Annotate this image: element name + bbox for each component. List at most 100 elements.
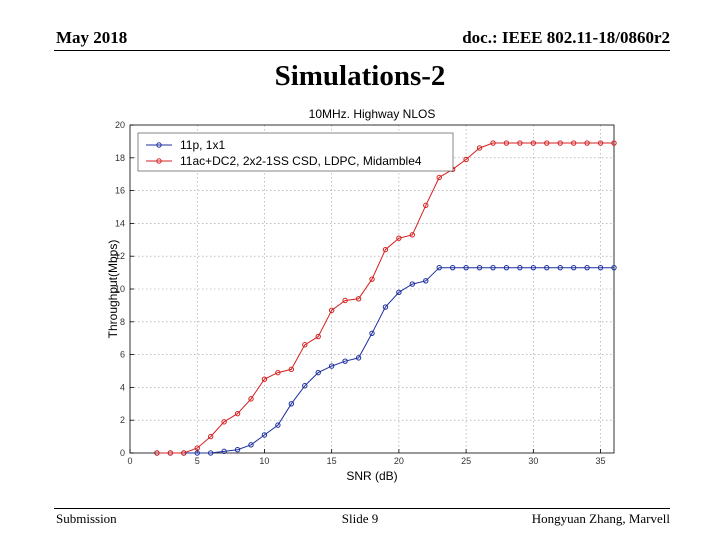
series-1-point xyxy=(275,422,281,428)
header-doc-id: doc.: IEEE 802.11-18/0860r2 xyxy=(462,28,670,47)
y-tick-label: 12 xyxy=(115,251,125,261)
series-1-point xyxy=(584,264,590,271)
series-1-point xyxy=(207,450,214,456)
series-1-point xyxy=(302,383,308,389)
series-2-point xyxy=(463,156,469,163)
series-2-point xyxy=(207,433,214,440)
legend: 11p, 1x1 11ac+DC2, 2x2-1SS CSD, LDPC, Mi… xyxy=(137,132,454,172)
series-2-point xyxy=(570,140,577,146)
x-axis-label: SNR (dB) xyxy=(346,469,397,483)
series-2-point xyxy=(261,376,268,382)
series-1-point xyxy=(436,264,442,271)
series-1-point xyxy=(248,442,254,448)
series-1-point xyxy=(503,264,510,271)
chart-title: 10MHz. Highway NLOS xyxy=(309,107,436,121)
series-2-point xyxy=(369,276,375,282)
series-1-point xyxy=(221,448,227,455)
series-1-point xyxy=(544,264,550,271)
header-date: May 2018 xyxy=(56,28,128,47)
series-2-point xyxy=(302,342,308,348)
series-2-point xyxy=(342,297,348,304)
series-1-point xyxy=(449,264,456,271)
legend-label-series-2: 11ac+DC2, 2x2-1SS CSD, LDPC, Midamble4 xyxy=(180,154,422,168)
series-1-point xyxy=(369,330,375,336)
y-tick-label: 10 xyxy=(115,284,125,294)
series-2-point xyxy=(234,410,241,417)
series-2-point xyxy=(490,140,496,146)
footer-submission: Submission xyxy=(56,511,117,526)
y-tick-label: 16 xyxy=(115,186,125,196)
y-tick-label: 4 xyxy=(120,382,125,392)
series-2-point xyxy=(154,450,160,456)
series-2-point xyxy=(584,140,590,146)
series-1-point xyxy=(490,264,496,271)
y-axis-label: Throughput(Mbps) xyxy=(106,240,120,339)
legend-label-series-1: 11p, 1x1 xyxy=(180,138,225,152)
series-2-point xyxy=(409,232,416,238)
series-1-point xyxy=(328,363,335,369)
series-1-point xyxy=(261,432,268,438)
series-1-point xyxy=(382,304,389,310)
legend-marker-series-1 xyxy=(156,142,162,148)
series-2-point xyxy=(517,140,523,146)
series-2-point xyxy=(167,450,174,456)
series-2-point xyxy=(476,145,483,151)
series-2-point xyxy=(315,333,321,340)
series-2-point xyxy=(423,202,429,209)
series-1-point xyxy=(288,401,295,407)
series-1-point xyxy=(423,278,429,284)
series-1-point xyxy=(530,264,537,271)
series-2-point xyxy=(557,140,563,146)
series-2-point xyxy=(248,396,254,402)
series-2-point xyxy=(611,140,617,146)
header-rule xyxy=(54,50,670,51)
y-tick-label: 6 xyxy=(120,350,125,360)
y-tick-label: 8 xyxy=(120,317,125,327)
x-tick-label: 10 xyxy=(259,456,269,466)
series-1-point xyxy=(234,447,241,453)
series-2-point xyxy=(275,369,281,376)
series-2-point xyxy=(544,140,550,146)
series-2-point xyxy=(181,450,187,456)
y-tick-label: 18 xyxy=(115,153,125,163)
x-tick-label: 0 xyxy=(127,456,132,466)
series-2-point xyxy=(436,174,442,181)
y-tick-label: 0 xyxy=(120,448,125,458)
y-tick-label: 20 xyxy=(115,120,125,130)
series-1-point xyxy=(597,264,604,271)
series-1-point xyxy=(315,369,321,376)
series-1-point xyxy=(517,264,523,271)
legend-box xyxy=(137,132,454,172)
series-1-point xyxy=(463,264,469,271)
slide-title: Simulations-2 xyxy=(274,60,446,92)
series-2-point xyxy=(597,140,604,146)
series-2-point xyxy=(503,140,510,146)
series-1-point xyxy=(570,264,577,271)
series-1-point xyxy=(557,264,563,271)
series-2-point xyxy=(355,296,362,302)
footer-rule xyxy=(54,508,670,509)
series-1-point xyxy=(194,450,200,456)
grid xyxy=(130,125,614,453)
series-1-point xyxy=(476,264,483,271)
y-tick-label: 14 xyxy=(115,218,125,228)
series-1-point xyxy=(342,358,348,364)
series-1-point xyxy=(355,355,362,361)
x-tick-label: 20 xyxy=(394,456,404,466)
x-tick-label: 15 xyxy=(327,456,337,466)
x-tick-label: 30 xyxy=(528,456,538,466)
x-tick-label: 35 xyxy=(596,456,606,466)
series-2-point xyxy=(288,366,295,373)
series-2-point xyxy=(530,140,537,146)
series-1-point xyxy=(396,289,402,295)
series-1-point xyxy=(409,281,416,287)
series-1-point xyxy=(611,264,617,271)
footer-slide-number: Slide 9 xyxy=(341,511,379,526)
x-tick-label: 5 xyxy=(195,456,200,466)
series-2-point xyxy=(194,445,200,451)
legend-marker-series-2 xyxy=(156,158,162,164)
axis-ticks: 0 5 10 15 20 25 30 35 0 2 4 6 8 10 12 14 16 18 20 xyxy=(115,120,606,466)
series-2-line xyxy=(156,142,614,454)
series-layer xyxy=(154,140,617,456)
